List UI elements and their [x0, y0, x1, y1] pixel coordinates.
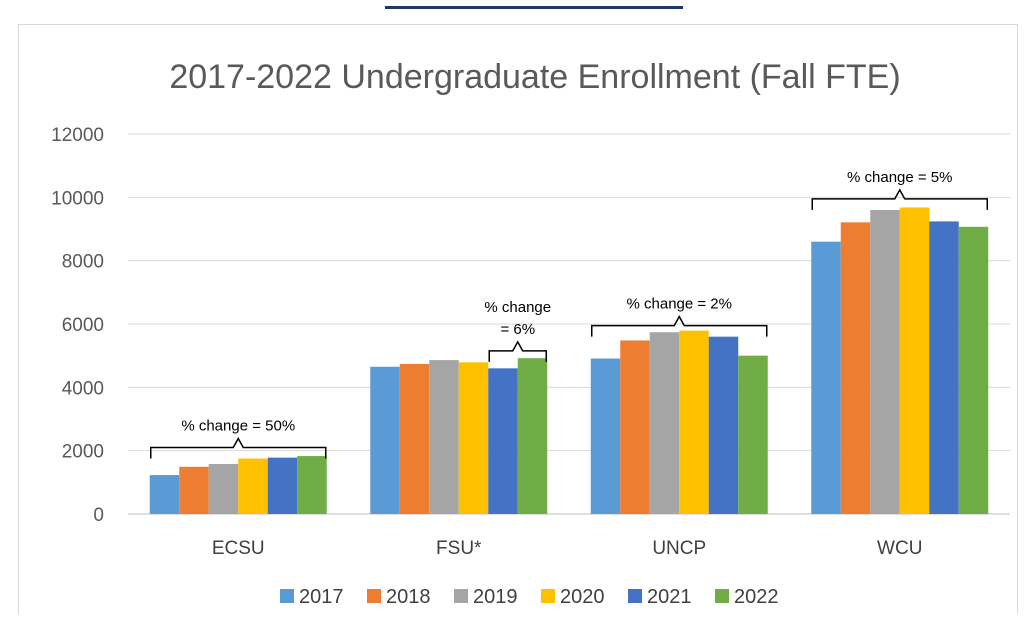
bar [238, 458, 268, 514]
bar [429, 360, 459, 514]
legend-swatch [628, 589, 642, 603]
annotation-label: % change = 50% [181, 418, 295, 435]
bar [149, 475, 180, 514]
legend-swatch [715, 589, 729, 603]
y-tick-label: 6000 [62, 315, 104, 336]
annotation-brace [591, 315, 768, 337]
y-tick-label: 10000 [51, 188, 104, 209]
legend-label: 2019 [473, 586, 518, 608]
annotation-label: % change = 5% [847, 169, 953, 186]
bar [840, 222, 871, 514]
bar [517, 358, 548, 514]
annotation-label: = 6% [500, 321, 535, 338]
y-tick-label: 0 [93, 505, 104, 526]
y-tick-label: 2000 [62, 442, 104, 463]
bar [870, 210, 900, 514]
bar [738, 355, 768, 514]
bar [811, 241, 841, 514]
x-category-label: ECSU [212, 538, 265, 559]
y-tick-label: 4000 [62, 378, 104, 399]
legend-label: 2018 [386, 586, 431, 608]
bar [458, 362, 489, 514]
legend-label: 2020 [560, 586, 605, 608]
bar [679, 330, 709, 514]
bar [488, 368, 518, 514]
bar [620, 340, 650, 514]
y-tick-label: 12000 [51, 125, 104, 146]
bar [208, 463, 239, 514]
bar [708, 336, 739, 514]
legend-label: 2021 [647, 586, 692, 608]
bar [958, 226, 989, 515]
bar [179, 466, 209, 514]
bar [929, 221, 959, 514]
x-category-label: UNCP [652, 538, 706, 559]
chart-title: 2017-2022 Undergraduate Enrollment (Fall… [169, 58, 900, 96]
annotation-label: % change [484, 299, 551, 316]
header-rule [385, 6, 683, 9]
legend-swatch [541, 589, 555, 603]
legend-swatch [367, 589, 381, 603]
bar [297, 456, 327, 514]
legend-swatch [280, 589, 294, 603]
x-category-label: FSU* [436, 538, 482, 559]
annotation-label: % change = 2% [627, 296, 733, 313]
bar [399, 363, 430, 514]
x-category-label: WCU [877, 538, 922, 559]
annotation-brace [488, 340, 547, 362]
bar [370, 366, 400, 514]
legend-swatch [454, 589, 468, 603]
annotation-brace [150, 436, 327, 459]
bar [267, 457, 298, 514]
chart-frame [18, 24, 1018, 614]
bar [649, 332, 680, 514]
legend-label: 2017 [299, 586, 344, 608]
y-tick-label: 8000 [62, 252, 104, 273]
bar [590, 358, 621, 514]
legend-label: 2022 [734, 586, 779, 608]
bar [899, 207, 930, 514]
annotation-brace [811, 188, 988, 210]
